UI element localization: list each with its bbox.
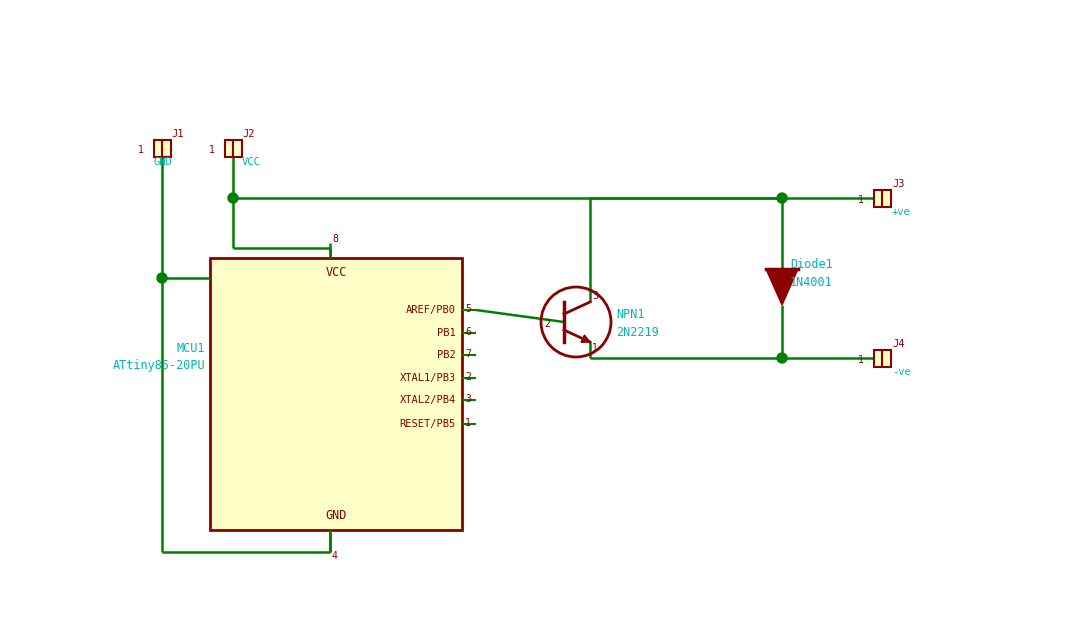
Text: 4: 4 bbox=[332, 551, 338, 561]
Text: 2: 2 bbox=[544, 319, 550, 329]
Bar bbox=[210, 258, 462, 530]
Text: XTAL1/PB3: XTAL1/PB3 bbox=[400, 373, 456, 383]
Text: +ve: +ve bbox=[892, 207, 911, 217]
Circle shape bbox=[777, 353, 787, 363]
Polygon shape bbox=[766, 269, 798, 305]
Text: 8: 8 bbox=[332, 234, 338, 244]
Bar bbox=[875, 190, 891, 207]
Text: 2N2219: 2N2219 bbox=[616, 325, 658, 339]
Circle shape bbox=[228, 193, 238, 203]
Text: NPN1: NPN1 bbox=[616, 308, 644, 320]
Text: 1: 1 bbox=[138, 145, 144, 155]
Text: 5: 5 bbox=[465, 304, 471, 314]
Text: ATtiny85-20PU: ATtiny85-20PU bbox=[112, 360, 205, 372]
Text: J1: J1 bbox=[171, 129, 184, 139]
Text: 1: 1 bbox=[209, 145, 215, 155]
Text: 7: 7 bbox=[465, 349, 471, 359]
Text: RESET/PB5: RESET/PB5 bbox=[400, 419, 456, 429]
Text: VCC: VCC bbox=[242, 157, 261, 167]
Text: AREF/PB0: AREF/PB0 bbox=[406, 305, 456, 315]
Text: 1: 1 bbox=[858, 195, 864, 205]
Polygon shape bbox=[582, 335, 590, 342]
Text: PB1: PB1 bbox=[437, 328, 456, 338]
Text: GND: GND bbox=[154, 157, 173, 167]
Text: VCC: VCC bbox=[325, 266, 347, 279]
Text: J3: J3 bbox=[892, 179, 905, 189]
Text: PB2: PB2 bbox=[437, 350, 456, 360]
Circle shape bbox=[157, 273, 166, 283]
Text: J4: J4 bbox=[892, 339, 905, 349]
Circle shape bbox=[777, 193, 787, 203]
Text: 3: 3 bbox=[592, 291, 598, 301]
Text: 1: 1 bbox=[858, 355, 864, 365]
Text: 6: 6 bbox=[465, 327, 471, 337]
Text: XTAL2/PB4: XTAL2/PB4 bbox=[400, 395, 456, 405]
Text: 1N4001: 1N4001 bbox=[790, 275, 832, 289]
Text: 2: 2 bbox=[465, 372, 471, 382]
Text: J2: J2 bbox=[242, 129, 254, 139]
Text: 1: 1 bbox=[592, 343, 598, 353]
Text: 1: 1 bbox=[465, 418, 471, 428]
Text: Diode1: Diode1 bbox=[790, 258, 832, 272]
Text: MCU1: MCU1 bbox=[176, 341, 205, 354]
Bar bbox=[875, 350, 891, 367]
Text: GND: GND bbox=[325, 509, 347, 522]
Bar bbox=[154, 140, 171, 157]
Text: 3: 3 bbox=[465, 394, 471, 404]
Text: -ve: -ve bbox=[892, 367, 911, 377]
Bar bbox=[225, 140, 242, 157]
